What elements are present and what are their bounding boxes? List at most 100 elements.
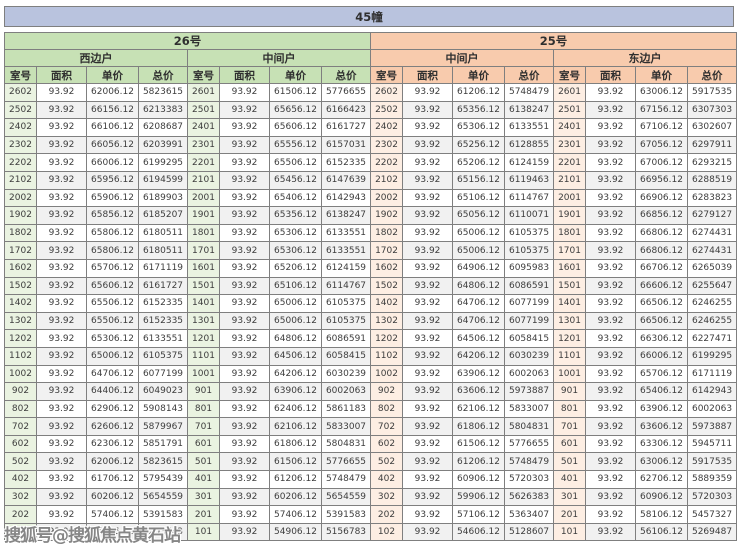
room-cell: 601 xyxy=(187,434,220,454)
value-cell: 93.92 xyxy=(36,241,87,260)
value-cell: 6288519 xyxy=(687,170,738,190)
value-cell: 64506.12 xyxy=(452,329,506,348)
table-row: 1902 93.92 65856.12 6185207 1901 93.92 65356.1… xyxy=(4,206,738,225)
value-cell: 93.92 xyxy=(219,206,270,225)
value-cell: 6180511 xyxy=(138,223,188,243)
room-cell: 1101 xyxy=(553,346,587,366)
value-cell: 65806.12 xyxy=(86,241,139,260)
value-cell: 6058415 xyxy=(320,346,372,366)
value-cell: 6114767 xyxy=(504,188,555,208)
room-cell: 1201 xyxy=(553,329,587,348)
value-cell: 93.92 xyxy=(402,241,454,260)
room-cell: 702 xyxy=(4,417,37,436)
room-cell: 102 xyxy=(370,522,404,542)
value-cell: 6166423 xyxy=(320,100,372,120)
room-cell: 902 xyxy=(370,382,404,401)
value-cell: 5861183 xyxy=(320,399,372,419)
table-row: 602 93.92 62306.12 5851791 601 93.92 61806.12 5… xyxy=(4,434,738,454)
value-cell: 93.92 xyxy=(402,346,454,366)
table-row: 1802 93.92 65806.12 6180511 1801 93.92 65306.1… xyxy=(4,223,738,243)
value-cell: 65006.12 xyxy=(269,294,322,313)
value-cell: 5879967 xyxy=(138,417,188,436)
room-cell: 2402 xyxy=(4,118,37,137)
room-cell: 2002 xyxy=(370,188,404,208)
room-cell: 1001 xyxy=(553,364,587,384)
room-cell: 1402 xyxy=(4,294,37,313)
value-cell: 66306.12 xyxy=(635,329,689,348)
value-cell: 62606.12 xyxy=(86,417,139,436)
value-cell: 6138247 xyxy=(320,206,372,225)
table-row: 1402 93.92 65506.12 6152335 1401 93.92 65006.1… xyxy=(4,294,738,313)
value-cell: 93.92 xyxy=(36,452,87,472)
value-cell: 62106.12 xyxy=(269,417,322,436)
value-cell: 64806.12 xyxy=(452,276,506,296)
value-cell: 6002063 xyxy=(687,399,738,419)
value-cell: 93.92 xyxy=(585,170,637,190)
room-cell: 502 xyxy=(4,452,37,472)
value-cell: 65006.12 xyxy=(452,241,506,260)
value-cell: 93.92 xyxy=(585,188,637,208)
value-cell: 93.92 xyxy=(402,294,454,313)
value-cell: 6133551 xyxy=(138,329,188,348)
value-cell: 93.92 xyxy=(219,241,270,260)
room-cell: 2202 xyxy=(370,153,404,172)
room-cell: 2301 xyxy=(187,135,220,155)
value-cell: 61506.12 xyxy=(269,83,322,102)
value-cell: 65456.12 xyxy=(269,170,322,190)
col-header-unitprice: 单价 xyxy=(452,66,506,84)
value-cell: 93.92 xyxy=(219,505,270,524)
room-cell: 1002 xyxy=(4,364,37,384)
value-cell: 5823615 xyxy=(138,83,188,102)
room-cell: 2002 xyxy=(4,188,37,208)
value-cell: 93.92 xyxy=(219,452,270,472)
value-cell: 93.92 xyxy=(585,505,637,524)
value-cell: 93.92 xyxy=(219,153,270,172)
value-cell: 93.92 xyxy=(402,382,454,401)
room-cell: 1602 xyxy=(4,258,37,278)
value-cell: 6283823 xyxy=(687,188,738,208)
value-cell: 66156.12 xyxy=(86,100,139,120)
value-cell: 65256.12 xyxy=(452,135,506,155)
room-cell: 2001 xyxy=(553,188,587,208)
room-cell: 1502 xyxy=(4,276,37,296)
room-cell: 402 xyxy=(370,470,404,489)
table-row: 1502 93.92 65606.12 6161727 1501 93.92 65106.1… xyxy=(4,276,738,296)
value-cell: 5776655 xyxy=(504,434,555,454)
value-cell: 62706.12 xyxy=(635,470,689,489)
value-cell: 6180511 xyxy=(138,241,188,260)
room-cell: 1901 xyxy=(187,206,220,225)
value-cell: 66606.12 xyxy=(635,276,689,296)
value-cell: 65506.12 xyxy=(269,153,322,172)
room-cell: 2001 xyxy=(187,188,220,208)
value-cell: 5720303 xyxy=(504,470,555,489)
value-cell: 63906.12 xyxy=(635,399,689,419)
room-cell: 2301 xyxy=(553,135,587,155)
value-cell: 93.92 xyxy=(402,170,454,190)
room-cell: 302 xyxy=(370,487,404,507)
value-cell: 93.92 xyxy=(219,188,270,208)
room-cell: 2302 xyxy=(370,135,404,155)
value-cell: 93.92 xyxy=(36,329,87,348)
value-cell: 6213383 xyxy=(138,100,188,120)
value-cell: 6199295 xyxy=(138,153,188,172)
room-cell: 2501 xyxy=(187,100,220,120)
value-cell: 93.92 xyxy=(402,100,454,120)
value-cell: 65006.12 xyxy=(452,223,506,243)
value-cell: 6058415 xyxy=(504,329,555,348)
value-cell: 63906.12 xyxy=(269,382,322,401)
value-cell: 5833007 xyxy=(320,417,372,436)
room-cell: 501 xyxy=(553,452,587,472)
col-header-area: 面积 xyxy=(36,66,87,84)
value-cell: 93.92 xyxy=(219,258,270,278)
value-cell: 93.92 xyxy=(402,135,454,155)
room-cell: 1702 xyxy=(4,241,37,260)
value-cell: 93.92 xyxy=(36,223,87,243)
value-cell: 93.92 xyxy=(402,452,454,472)
value-cell: 65306.12 xyxy=(452,118,506,137)
value-cell: 93.92 xyxy=(36,276,87,296)
value-cell: 93.92 xyxy=(585,434,637,454)
value-cell: 93.92 xyxy=(219,294,270,313)
value-cell: 6227471 xyxy=(687,329,738,348)
value-cell: 62006.12 xyxy=(86,83,139,102)
room-cell: 2401 xyxy=(187,118,220,137)
